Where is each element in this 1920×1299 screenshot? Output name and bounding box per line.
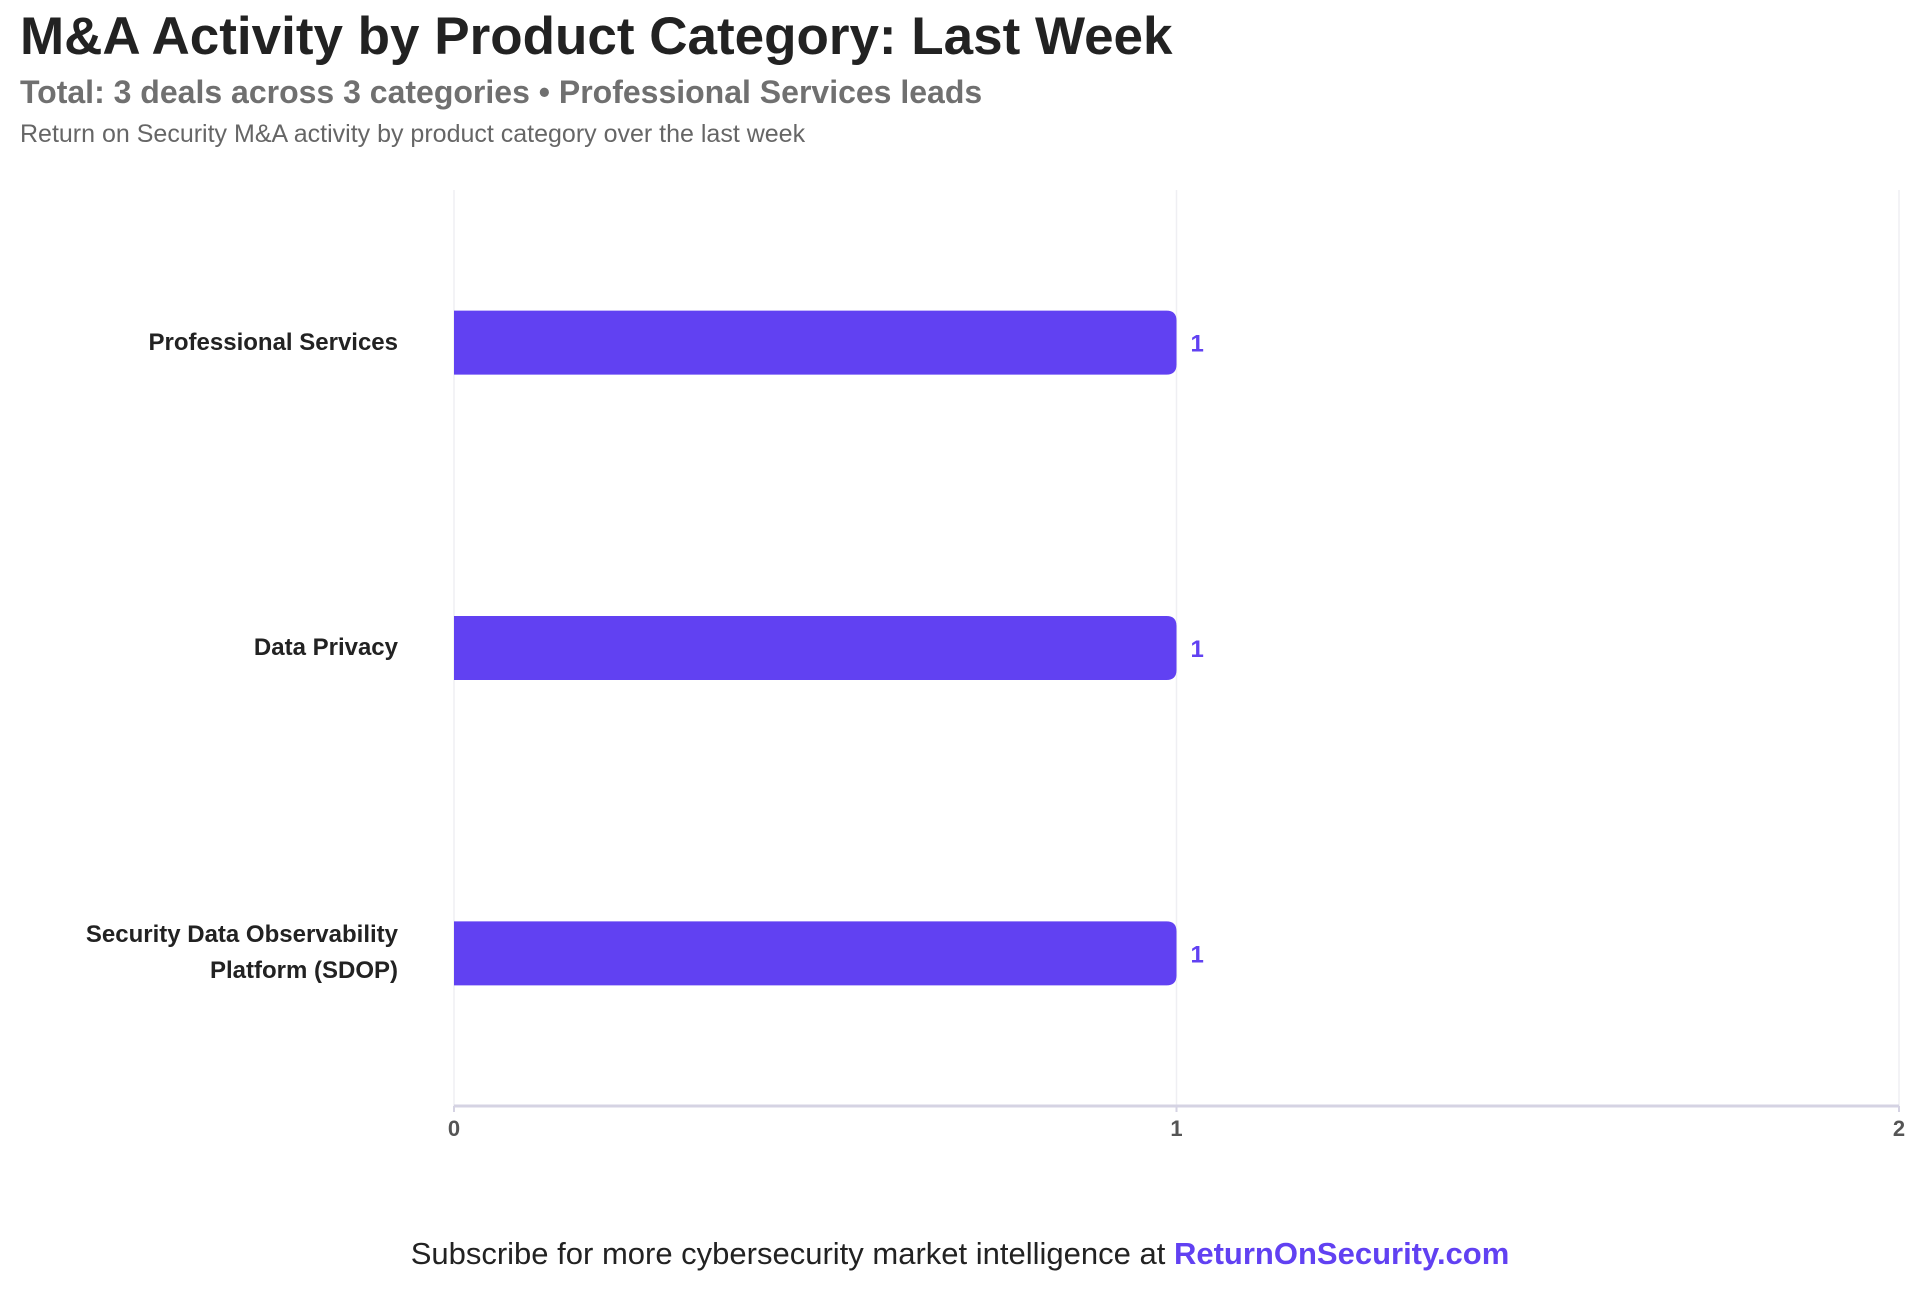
chart-title: M&A Activity by Product Category: Last W… <box>20 7 1173 66</box>
y-tick-label: Professional Services <box>148 328 398 356</box>
x-tick-label: 2 <box>1893 1116 1905 1141</box>
y-tick-label: Security Data Observability Platform (SD… <box>85 921 398 985</box>
footer-text: Subscribe for more cybersecurity market … <box>410 1236 1166 1271</box>
footer: Subscribe for more cybersecurity market … <box>0 1236 1920 1272</box>
x-tick-label: 1 <box>1170 1116 1182 1141</box>
value-label: 1 <box>1191 941 1204 968</box>
y-tick-label: Data Privacy <box>253 634 398 661</box>
footer-link[interactable]: ReturnOnSecurity.com <box>1173 1236 1510 1271</box>
chart-subtitle: Total: 3 deals across 3 categories • Pro… <box>20 74 983 110</box>
x-tick-label: 0 <box>448 1116 460 1141</box>
value-label: 1 <box>1191 331 1204 358</box>
bar <box>454 921 1177 986</box>
chart-description: Return on Security M&A activity by produ… <box>20 120 806 148</box>
bar <box>454 616 1177 680</box>
value-label: 1 <box>1191 636 1204 663</box>
bar <box>454 310 1177 375</box>
